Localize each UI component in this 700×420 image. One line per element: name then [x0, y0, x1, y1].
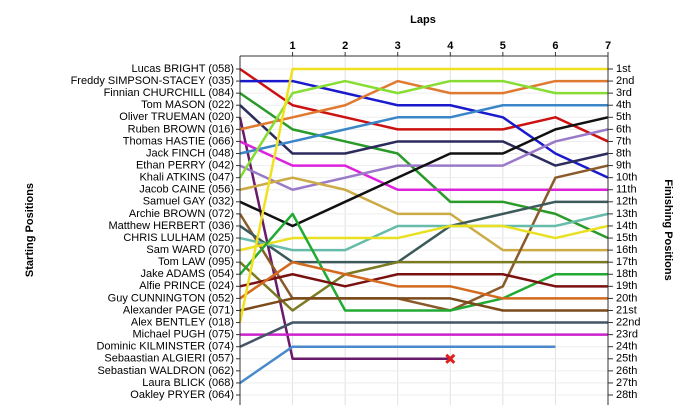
finish-label: 23rd	[616, 329, 638, 341]
x-tick-label: 1	[290, 40, 296, 52]
lines	[238, 67, 609, 384]
finish-label: 7th	[616, 135, 631, 147]
start-label: Alex BENTLEY (018)	[131, 316, 234, 328]
start-label: Oliver TRUEMAN (020)	[119, 111, 234, 123]
x-tick-label: 6	[552, 40, 558, 52]
finish-label: 9th	[616, 159, 631, 171]
finish-label: 19th	[616, 280, 637, 292]
start-label: Freddy SIMPSON-STACEY (035)	[71, 75, 234, 87]
finish-label: 18th	[616, 268, 637, 280]
start-label: Matthew HERBERT (036)	[108, 220, 234, 232]
start-label: Lucas BRIGHT (058)	[131, 63, 234, 75]
finish-label: 12th	[616, 196, 637, 208]
position-line	[239, 176, 608, 252]
position-line	[239, 260, 608, 300]
finish-label: 17th	[616, 256, 637, 268]
start-label: Michael PUGH (075)	[133, 329, 234, 341]
position-line	[239, 92, 609, 240]
start-label: Finnian CHURCHILL (084)	[104, 87, 234, 99]
x-tick-label: 3	[395, 40, 401, 52]
finish-label: 2nd	[616, 75, 634, 87]
start-label: Thomas HASTIE (066)	[123, 135, 234, 147]
start-label: Sebaastian ALGIERI (057)	[104, 353, 234, 365]
start-label: Laura BLICK (068)	[142, 377, 234, 389]
position-line	[239, 224, 609, 252]
finish-label: 14th	[616, 220, 637, 232]
start-label: Alfie PRINCE (024)	[139, 280, 234, 292]
position-line	[239, 297, 608, 312]
y-axis-title-left: Starting Positions	[24, 183, 36, 277]
finish-label: 22nd	[616, 316, 640, 328]
start-label: Jacob CAINE (056)	[139, 184, 234, 196]
start-label: Jake ADAMS (054)	[140, 268, 234, 280]
position-line	[239, 140, 608, 191]
position-line	[239, 345, 556, 384]
position-line	[239, 103, 608, 155]
start-label: Tom MASON (022)	[141, 99, 234, 111]
finish-label: 10th	[616, 172, 637, 184]
finish-label: 4th	[616, 99, 631, 111]
start-label: Sebastian WALDRON (062)	[97, 365, 234, 377]
finish-label: 8th	[616, 147, 631, 159]
finish-label: 24th	[616, 341, 637, 353]
start-label: Dominic KILMINSTER (074)	[96, 341, 234, 353]
finish-label: 1st	[616, 63, 631, 75]
finish-label: 6th	[616, 123, 631, 135]
position-line	[238, 79, 608, 179]
x-tick-label: 4	[447, 40, 454, 52]
x-tick-label: 5	[500, 40, 506, 52]
y-axis-title-right: Finishing Positions	[662, 179, 674, 280]
position-line	[239, 212, 608, 312]
position-line	[239, 200, 608, 264]
labels: 1 2 3 4 5 6 7 1st2nd3rd4th5th6th7th8th9th10th11…	[71, 40, 641, 401]
finish-label: 3rd	[616, 87, 632, 99]
position-line	[239, 260, 608, 312]
finish-label: 16th	[616, 244, 637, 256]
finish-label: 13th	[616, 208, 637, 220]
finish-label: 25th	[616, 353, 637, 365]
start-label: Samuel GAY (032)	[143, 196, 234, 208]
x-tick-label: 2	[342, 40, 348, 52]
finish-label: 15th	[616, 232, 637, 244]
start-label: Jack FINCH (048)	[146, 147, 234, 159]
start-label: Ruben BROWN (016)	[128, 123, 234, 135]
finish-label: 5th	[616, 111, 631, 123]
position-line	[239, 104, 609, 167]
start-label: CHRIS LULHAM (025)	[123, 232, 234, 244]
finish-label: 28th	[616, 389, 637, 401]
position-line	[239, 67, 609, 143]
x-tick-label: 7	[605, 40, 611, 52]
start-label: Ethan PERRY (042)	[136, 159, 234, 171]
position-line	[240, 79, 609, 179]
finish-label: 11th	[616, 184, 637, 196]
start-label: Alexander PAGE (071)	[123, 304, 234, 316]
finish-label: 21st	[616, 304, 637, 316]
finish-label: 26th	[616, 365, 637, 377]
position-line	[239, 321, 608, 348]
start-label: Tom LAW (095)	[158, 256, 234, 268]
position-line	[239, 212, 609, 252]
retired-marker	[445, 353, 456, 364]
position-line	[238, 67, 608, 323]
finish-label: 27th	[616, 377, 637, 389]
start-label: Khali ATKINS (047)	[139, 172, 234, 184]
start-label: Sam WARD (070)	[146, 244, 234, 256]
start-label: Guy CUNNINGTON (052)	[108, 292, 234, 304]
position-line	[239, 273, 608, 288]
start-label: Oakley PRYER (064)	[130, 389, 234, 401]
start-label: Archie BROWN (072)	[129, 208, 234, 220]
chart-title: Laps	[410, 14, 436, 26]
finish-label: 20th	[616, 292, 637, 304]
position-line	[239, 116, 609, 228]
